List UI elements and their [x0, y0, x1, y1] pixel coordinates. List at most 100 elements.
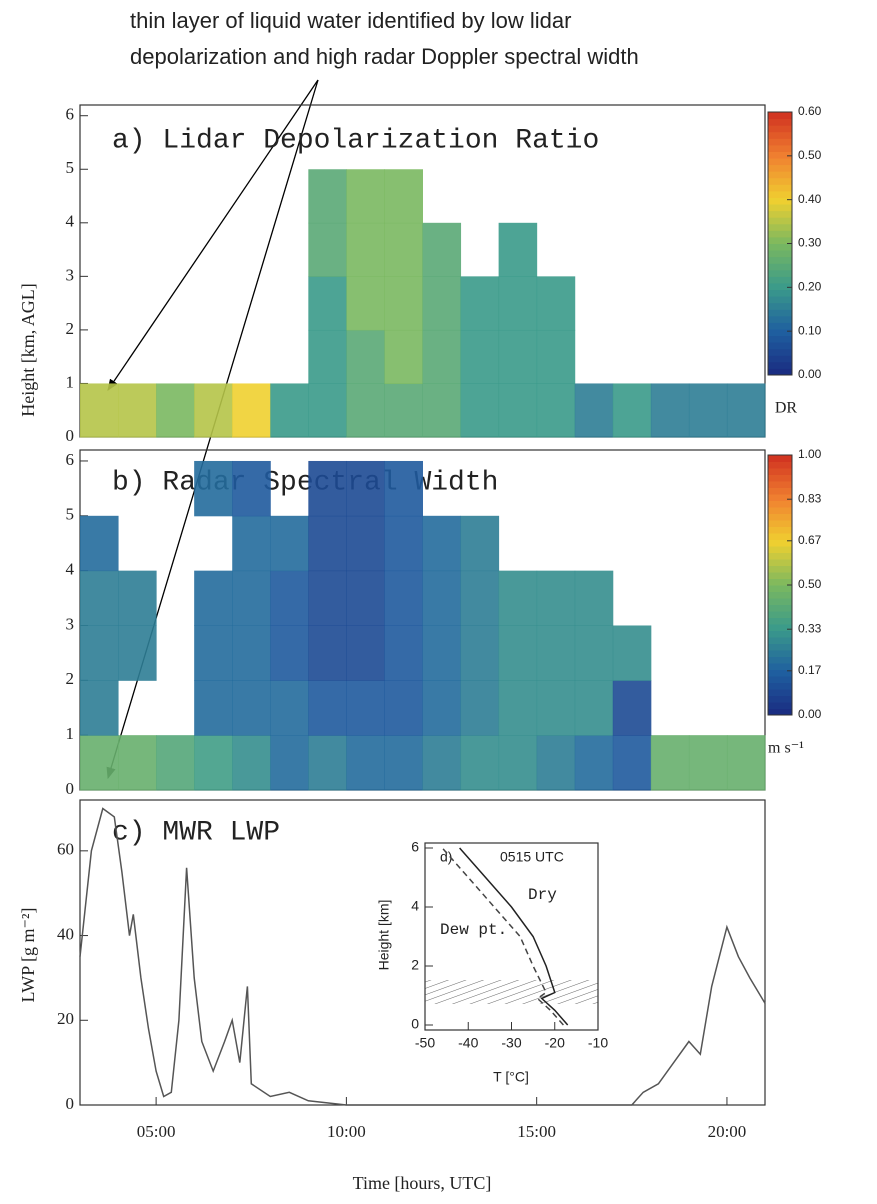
panel-title: b) Radar Spectral Width [112, 467, 498, 498]
heat-cell [346, 515, 385, 572]
colorbar-segment [768, 250, 792, 258]
y-tick-label: 4 [66, 212, 75, 231]
heat-cell [536, 329, 576, 384]
colorbar-segment [768, 138, 792, 146]
colorbar-tick-label: 0.00 [798, 367, 822, 381]
arrow [107, 79, 319, 391]
colorbar-segment [768, 322, 792, 330]
x-tick-label: 15:00 [517, 1122, 556, 1141]
colorbar-segment [768, 507, 792, 514]
heat-cell [498, 735, 538, 791]
colorbar-segment [768, 669, 792, 677]
colorbar-segment [768, 572, 792, 579]
y-tick-label: 3 [66, 614, 75, 633]
heat-cell [498, 625, 538, 681]
y-tick-label: 1 [66, 372, 75, 391]
colorbar-segment [768, 578, 792, 586]
heat-cell [80, 735, 119, 791]
profile-line [441, 847, 564, 1026]
y-tick-label: 2 [66, 319, 75, 338]
heat-cell [270, 625, 309, 681]
heat-cell [308, 680, 347, 736]
heat-cell [346, 169, 385, 224]
heat-cell [460, 515, 500, 572]
colorbar-segment [768, 630, 792, 638]
heat-cell [232, 625, 271, 681]
heat-cell [308, 169, 347, 224]
heat-cell [460, 570, 500, 626]
colorbar-segment [768, 598, 792, 605]
inset-label: 0515 UTC [500, 849, 564, 865]
colorbar-segment [768, 461, 792, 469]
heat-cell [384, 460, 423, 517]
y-tick-label: 4 [411, 898, 419, 914]
heat-cell [536, 570, 576, 626]
colorbar-segment [768, 296, 792, 304]
y-tick-label: 0 [411, 1016, 419, 1032]
colorbar-segment [768, 695, 792, 703]
colorbar-segment [768, 546, 792, 553]
heat-cell [308, 625, 347, 681]
x-tick-label: -10 [588, 1035, 608, 1051]
heat-cell [346, 329, 385, 384]
heat-cell [498, 222, 538, 277]
y-tick-label: 5 [66, 505, 75, 524]
colorbar-segment [768, 204, 792, 212]
colorbar-segment [768, 335, 792, 343]
heat-cell [80, 515, 119, 572]
y-tick-label: 6 [66, 450, 75, 469]
colorbar-segment [768, 256, 792, 264]
colorbar-segment [768, 243, 792, 251]
data-line [79, 807, 766, 1106]
colorbar-segment [768, 455, 792, 462]
y-tick-label: 0 [66, 1094, 75, 1113]
colorbar-segment [768, 520, 792, 527]
colorbar-segment [768, 368, 792, 376]
colorbar-segment [768, 158, 792, 166]
colorbar-segment [768, 164, 792, 172]
profile-line [459, 847, 569, 1026]
heat-cell [498, 276, 538, 331]
heat-cell [194, 735, 233, 791]
hatch [425, 980, 598, 1004]
colorbar-segment [768, 624, 792, 631]
inset-label: Dew pt. [440, 921, 507, 939]
colorbar-segment [768, 217, 792, 225]
colorbar-segment [768, 197, 792, 205]
colorbar-tick-label: 0.20 [798, 280, 822, 294]
y-axis-label: Height [km, AGL] [18, 283, 38, 416]
colorbar-segment [768, 315, 792, 323]
heat-cell [574, 625, 614, 681]
colorbar-segment [768, 539, 792, 547]
colorbar-segment [768, 637, 792, 644]
colorbar-tick-label: 0.50 [798, 148, 822, 162]
colorbar-segment [768, 611, 792, 618]
heat-cell [536, 383, 576, 438]
colorbar-segment [768, 663, 792, 670]
heat-cell [384, 169, 423, 224]
heat-cell [460, 329, 500, 384]
heat-cell [384, 383, 423, 438]
colorbar-segment [768, 177, 792, 185]
heat-cell [536, 680, 576, 736]
heat-cell [308, 460, 347, 517]
heat-cell [80, 383, 119, 438]
heat-cell [384, 515, 423, 572]
heat-cell [498, 383, 538, 438]
heat-cell [80, 570, 119, 626]
heat-cell [422, 276, 462, 331]
heat-cell [422, 680, 462, 736]
heat-cell [574, 680, 614, 736]
heat-cell [574, 570, 614, 626]
colorbar-segment [768, 355, 792, 363]
colorbar-tick-label: 0.67 [798, 533, 822, 547]
colorbar-segment [768, 676, 792, 683]
y-tick-label: 40 [57, 924, 74, 943]
y-tick-label: 2 [66, 669, 75, 688]
x-tick-label: 05:00 [137, 1122, 176, 1141]
heat-cell [346, 460, 385, 517]
heat-cell [612, 383, 652, 438]
heat-cell [346, 680, 385, 736]
y-tick-label: 4 [66, 560, 75, 579]
heat-cell [612, 625, 652, 681]
